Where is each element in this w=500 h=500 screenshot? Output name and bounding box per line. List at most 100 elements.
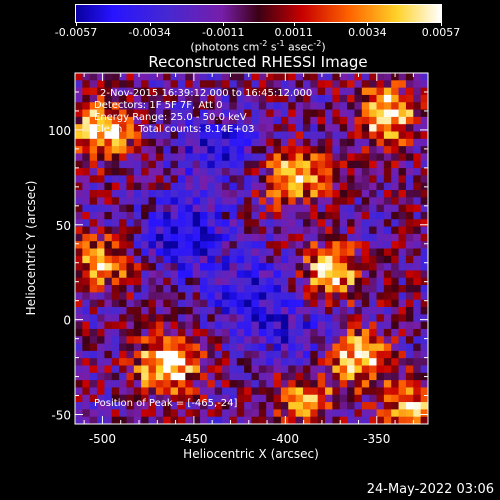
heatmap-cell: [383, 328, 392, 337]
heatmap-cell: [383, 336, 392, 344]
heatmap-cell: [288, 175, 297, 184]
heatmap-cell: [82, 204, 91, 213]
heatmap-cell: [280, 146, 289, 154]
heatmap-cell: [141, 299, 149, 308]
heatmap-cell: [398, 73, 407, 81]
heatmap-cell: [266, 182, 274, 191]
heatmap-cell: [214, 292, 223, 301]
heatmap-cell: [266, 204, 274, 213]
x-tick-label: -350: [363, 432, 390, 446]
colorbar-tick: [223, 22, 225, 26]
heatmap-cell: [82, 387, 91, 396]
heatmap-cell: [75, 248, 83, 257]
heatmap-cell: [126, 321, 135, 330]
heatmap-cell: [141, 394, 149, 403]
heatmap-cell: [369, 116, 377, 125]
heatmap-cell: [163, 321, 171, 330]
heatmap-cell: [148, 116, 157, 125]
heatmap-cell: [185, 365, 194, 374]
heatmap-cell: [280, 263, 289, 271]
heatmap-cell: [339, 387, 348, 396]
heatmap-cell: [163, 102, 171, 110]
heatmap-cell: [141, 416, 149, 425]
heatmap-cell: [236, 190, 245, 198]
heatmap-cell: [317, 292, 326, 301]
heatmap-cell: [369, 233, 377, 242]
heatmap-cell: [111, 226, 120, 235]
heatmap-cell: [302, 153, 311, 162]
heatmap-cell: [383, 365, 392, 374]
heatmap-cell: [155, 255, 164, 264]
heatmap-cell: [222, 131, 230, 140]
heatmap-cell: [82, 211, 91, 220]
heatmap-cell: [222, 87, 230, 96]
heatmap-cell: [339, 307, 348, 315]
heatmap-cell: [185, 350, 194, 359]
heatmap-cell: [141, 226, 149, 235]
heatmap-cell: [383, 204, 392, 213]
heatmap-cell: [170, 321, 179, 330]
heatmap-cell: [133, 350, 142, 359]
heatmap-cell: [170, 263, 179, 271]
heatmap-cell: [405, 387, 414, 396]
heatmap-cell: [148, 402, 157, 410]
heatmap-cell: [361, 116, 370, 125]
heatmap-cell: [266, 365, 274, 374]
heatmap-cell: [405, 255, 414, 264]
heatmap-cell: [325, 277, 333, 286]
heatmap-cell: [89, 182, 98, 191]
heatmap-cell: [177, 350, 186, 359]
heatmap-cell: [155, 146, 164, 154]
heatmap-cell: [310, 160, 319, 169]
heatmap-cell: [302, 255, 311, 264]
heatmap-cell: [163, 372, 171, 381]
heatmap-cell: [236, 307, 245, 315]
heatmap-cell: [89, 358, 98, 366]
heatmap-cell: [317, 358, 326, 366]
heatmap-cell: [251, 394, 260, 403]
heatmap-cell: [361, 350, 370, 359]
heatmap-cell: [280, 153, 289, 162]
heatmap-cell: [383, 116, 392, 125]
heatmap-cell: [280, 197, 289, 206]
heatmap-cell: [280, 380, 289, 388]
heatmap-cell: [266, 211, 274, 220]
heatmap-cell: [207, 365, 216, 374]
heatmap-cell: [302, 358, 311, 366]
heatmap-cell: [155, 292, 164, 301]
heatmap-cell: [376, 277, 385, 286]
heatmap-cell: [97, 402, 105, 410]
heatmap-cell: [317, 314, 326, 323]
heatmap-cell: [200, 328, 208, 337]
heatmap-cell: [155, 365, 164, 374]
heatmap-cell: [207, 350, 216, 359]
heatmap-cell: [133, 277, 142, 286]
heatmap-cell: [170, 94, 179, 103]
heatmap-cell: [273, 387, 282, 396]
heatmap-cell: [111, 328, 120, 337]
heatmap-cell: [119, 307, 127, 315]
heatmap-cell: [236, 248, 245, 257]
heatmap-cell: [126, 219, 135, 227]
heatmap-cell: [273, 160, 282, 169]
heatmap-cell: [89, 190, 98, 198]
heatmap-cell: [332, 277, 341, 286]
heatmap-cell: [133, 299, 142, 308]
heatmap-cell: [170, 255, 179, 264]
heatmap-cell: [413, 138, 422, 147]
colorbar-tick-label: 0.0057: [421, 26, 461, 39]
heatmap-cell: [391, 102, 399, 110]
heatmap-cell: [119, 255, 127, 264]
heatmap-cell: [207, 175, 216, 184]
heatmap-cell: [170, 277, 179, 286]
heatmap-cell: [376, 409, 385, 418]
heatmap-cell: [420, 168, 429, 176]
heatmap-cell: [111, 73, 120, 81]
heatmap-cell: [354, 277, 363, 286]
heatmap-cell: [376, 211, 385, 220]
heatmap-cell: [310, 204, 319, 213]
footer-timestamp: 24-May-2022 03:06: [366, 482, 494, 497]
heatmap-cell: [413, 292, 422, 301]
heatmap-cell: [89, 116, 98, 125]
heatmap-cell: [104, 336, 113, 344]
